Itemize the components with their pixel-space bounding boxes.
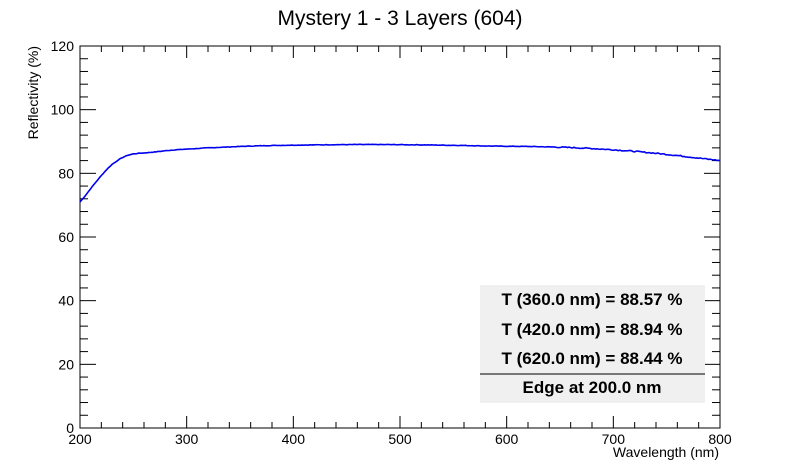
stat-line-420: T (420.0 nm) = 88.94 % (502, 320, 683, 339)
chart-title: Mystery 1 - 3 Layers (604) (277, 7, 522, 30)
x-tick-label: 300 (175, 431, 199, 447)
x-tick-label: 700 (602, 431, 626, 447)
data-series (79, 143, 721, 203)
stats-box: T (360.0 nm) = 88.57 % T (420.0 nm) = 88… (480, 285, 705, 403)
x-tick-label: 400 (282, 431, 306, 447)
x-tick-label: 500 (388, 431, 412, 447)
x-axis-label: Wavelength (nm) (613, 444, 719, 460)
y-tick-label: 0 (66, 420, 74, 436)
stat-line-620: T (620.0 nm) = 88.44 % (502, 349, 683, 368)
stat-line-360: T (360.0 nm) = 88.57 % (502, 290, 683, 309)
x-tick-label: 200 (68, 431, 92, 447)
y-tick-label: 80 (58, 165, 74, 181)
y-tick-label: 60 (58, 229, 74, 245)
y-tick-label: 100 (51, 102, 75, 118)
y-tick-label: 40 (58, 293, 74, 309)
x-tick-label: 600 (495, 431, 519, 447)
y-tick-label: 120 (51, 38, 75, 54)
stats-box-background (480, 285, 705, 403)
tick-labels: 200 300 400 500 600 700 800 0 20 40 60 80 100 120 (51, 38, 732, 447)
y-axis-label: Reflectivity (%) (25, 46, 41, 139)
reflectivity-series-line (79, 143, 721, 203)
y-tick-label: 20 (58, 356, 74, 372)
stat-edge: Edge at 200.0 nm (523, 378, 662, 397)
axis-ticks (79, 45, 721, 429)
x-tick-label: 800 (708, 431, 732, 447)
